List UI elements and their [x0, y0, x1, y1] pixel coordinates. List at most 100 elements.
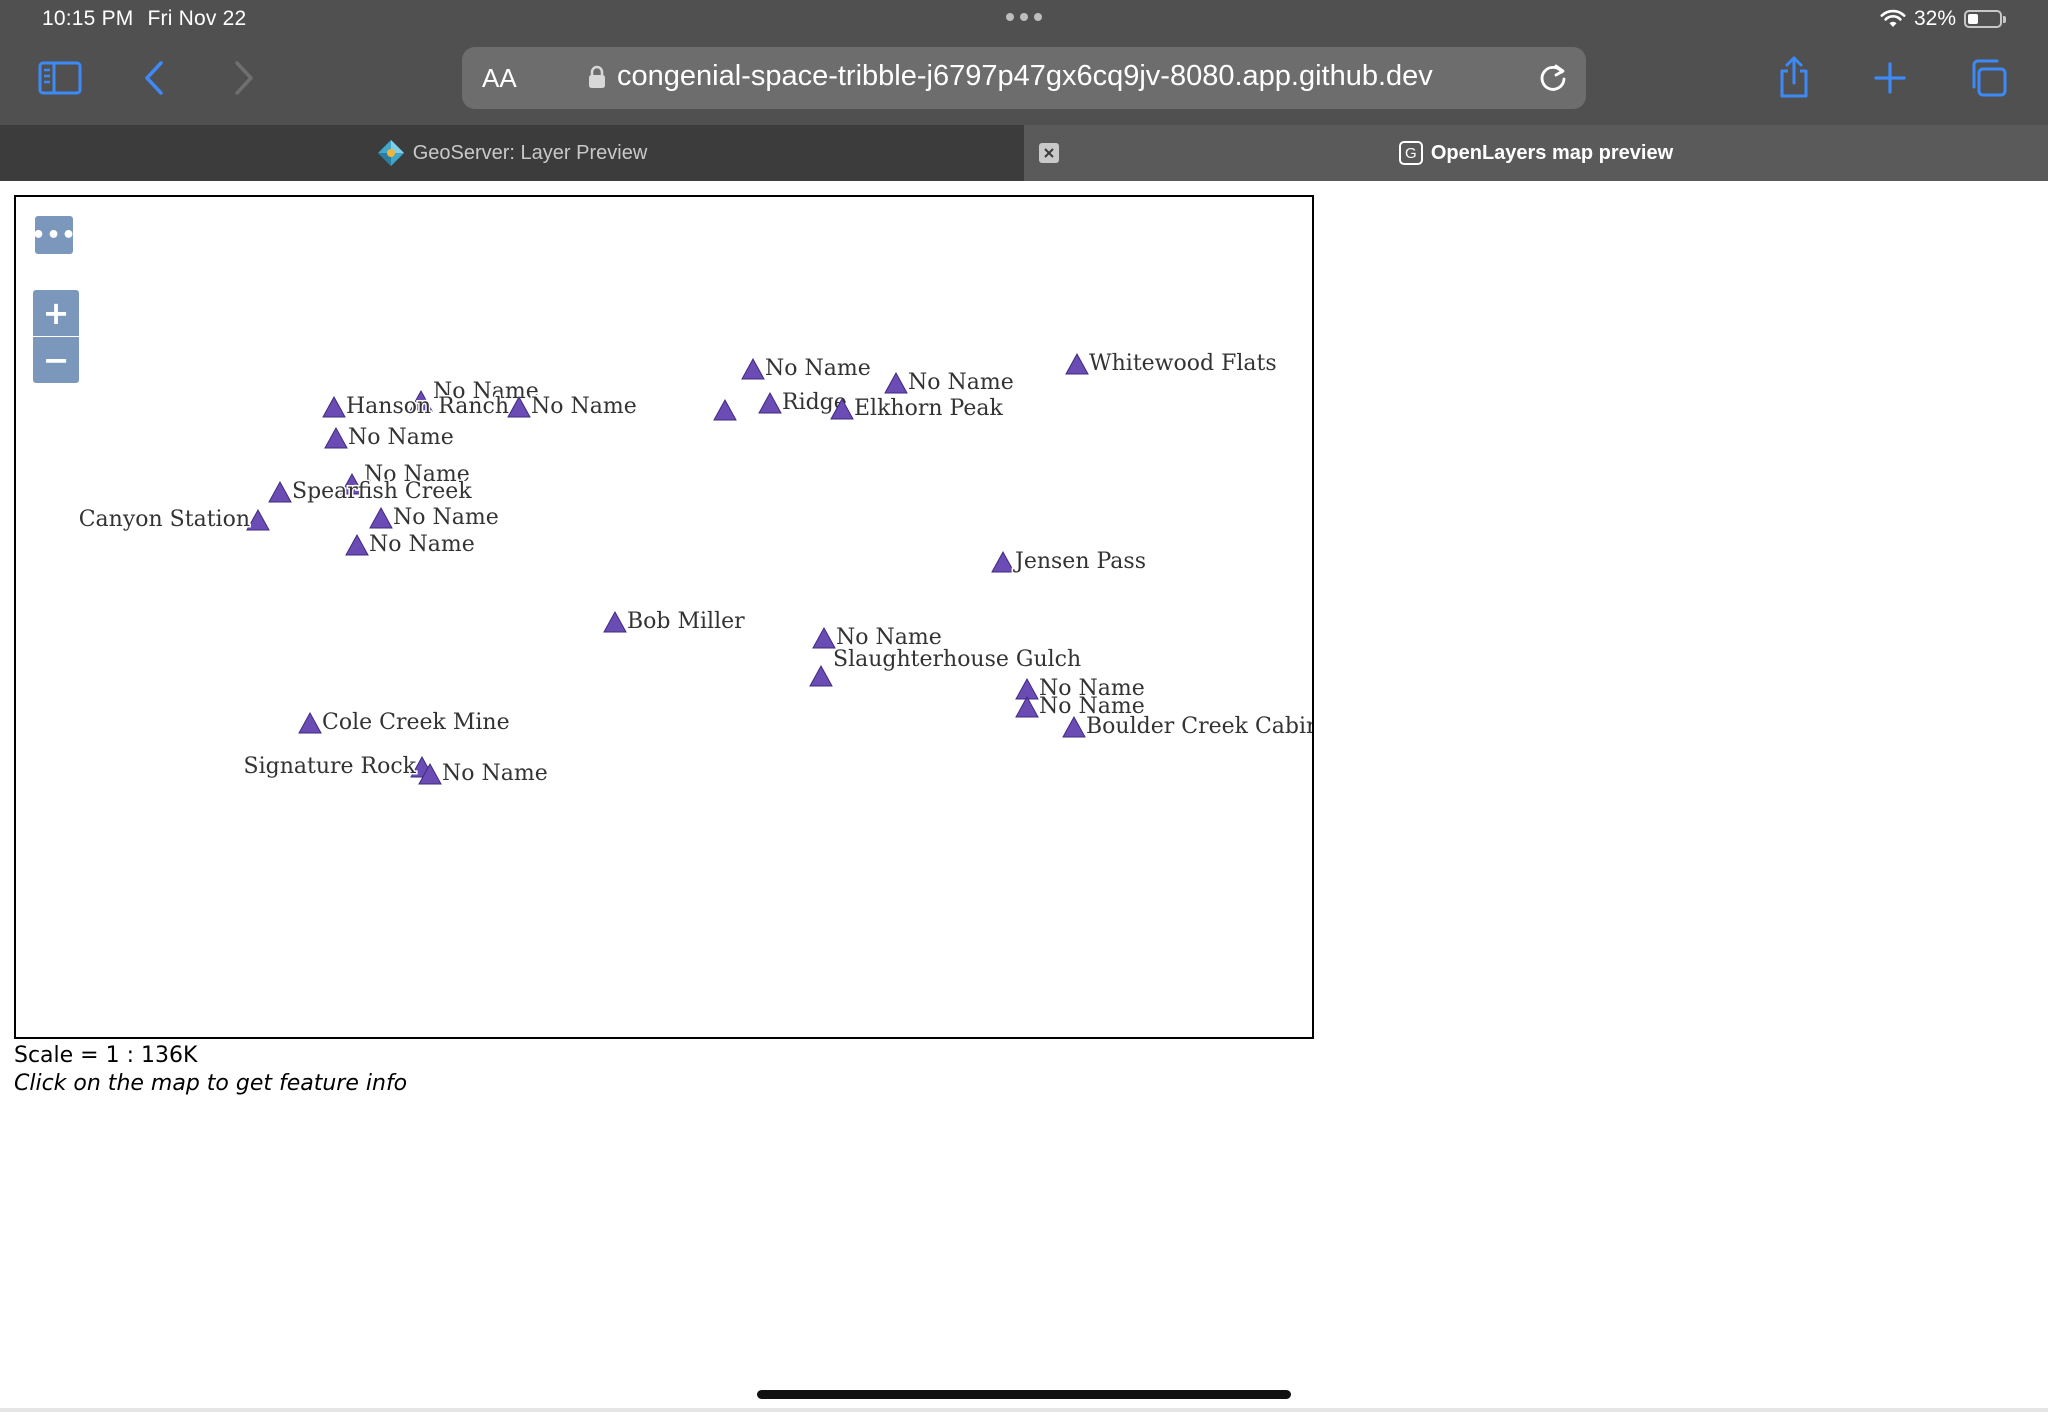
g-favicon-icon: G [1398, 141, 1423, 165]
triangle-marker-icon[interactable] [741, 357, 765, 380]
triangle-marker-icon[interactable] [758, 391, 782, 414]
map-options-button[interactable]: ••• [31, 216, 76, 254]
new-tab-plus-icon[interactable] [1872, 60, 1908, 96]
feature-label: No Name [369, 532, 475, 557]
map-feature[interactable]: No Name [345, 531, 476, 559]
triangle-marker-icon[interactable] [830, 397, 854, 420]
share-icon[interactable] [1776, 54, 1812, 100]
feature-label: No Name [836, 625, 942, 650]
map-feature[interactable]: No Name [324, 424, 455, 452]
feature-label: Jensen Pass [1013, 549, 1146, 574]
map-feature[interactable]: No Name [507, 393, 638, 421]
triangle-marker-icon[interactable] [345, 533, 369, 556]
lock-icon [589, 65, 605, 88]
map-feature[interactable]: No Name [340, 461, 471, 495]
map-viewport[interactable]: No Name Whitewood Flats No Name No Name Hans… [14, 195, 1314, 1039]
map-feature[interactable]: Ridge [758, 389, 848, 417]
map-feature[interactable]: Jensen Pass [991, 548, 1148, 576]
triangle-marker-icon[interactable] [324, 426, 348, 449]
triangle-marker-icon[interactable] [1065, 352, 1089, 375]
feature-label: Bob Miller [627, 609, 745, 634]
triangle-marker-icon[interactable] [369, 506, 393, 529]
battery-level [1968, 14, 1978, 24]
status-indicators: 32% [1880, 6, 2006, 32]
map-feature[interactable]: No Name [812, 624, 943, 652]
map-feature[interactable]: Boulder Creek Cabin [1062, 713, 1312, 741]
feature-label: No Name [1039, 694, 1145, 719]
map-feature[interactable]: Slaughterhouse Gulch [809, 646, 1083, 687]
map-feature[interactable]: No Name [1015, 693, 1146, 721]
home-indicator[interactable] [757, 1390, 1291, 1399]
map-feature[interactable]: No Name [369, 504, 500, 532]
feature-label: No Name [393, 505, 499, 530]
geoserver-favicon-icon [377, 140, 404, 166]
feature-label: Hanson Ranch [346, 394, 509, 419]
back-chevron-icon[interactable] [140, 58, 168, 98]
triangle-marker-icon[interactable] [713, 398, 737, 421]
tab-openlayers-map-preview[interactable]: G OpenLayers map preview [1024, 125, 2048, 181]
triangle-marker-icon[interactable] [268, 480, 292, 503]
feature-label: No Name [442, 761, 548, 786]
screen-bottom-edge [0, 1408, 2048, 1412]
triangle-marker-icon[interactable] [298, 711, 322, 734]
tab-geoserver-layer-preview[interactable]: GeoServer: Layer Preview [0, 125, 1024, 181]
tab-bar: GeoServer: Layer Preview G OpenLayers ma… [0, 125, 2048, 181]
map-feature[interactable]: Cole Creek Mine [298, 709, 511, 737]
browser-toolbar: 10:15 PM Fri Nov 22 32% AA [0, 0, 2048, 125]
battery-percent: 32% [1913, 7, 1956, 30]
triangle-marker-icon[interactable] [246, 508, 270, 531]
feature-label: Elkhorn Peak [854, 396, 1003, 421]
triangle-marker-icon[interactable] [1015, 695, 1039, 718]
map-feature[interactable]: No Name [884, 369, 1015, 397]
feature-label: Boulder Creek Cabin [1086, 714, 1312, 739]
wifi-icon [1880, 9, 1906, 27]
address-bar[interactable]: AA congenial-space-tribble-j6797p47gx6cq… [462, 47, 1586, 109]
status-date: Fri Nov 22 [147, 7, 247, 30]
sidebar-toggle-icon[interactable] [38, 60, 82, 96]
map-feature[interactable]: Bob Miller [603, 608, 747, 636]
text-size-button[interactable]: AA [482, 63, 517, 93]
map-feature[interactable]: No Name [741, 355, 872, 383]
multitasking-dots-icon[interactable] [1004, 10, 1044, 24]
map-feature[interactable]: No Name [418, 760, 549, 788]
feature-label: No Name [908, 370, 1014, 395]
url-text[interactable]: congenial-space-tribble-j6797p47gx6cq9jv… [617, 60, 1433, 92]
triangle-marker-icon[interactable] [884, 371, 908, 394]
feature-label: No Name [531, 394, 637, 419]
map-feature[interactable]: Hanson Ranch [322, 393, 511, 421]
feature-label: Slaughterhouse Gulch [833, 647, 1081, 672]
triangle-marker-icon[interactable] [322, 395, 346, 418]
triangle-marker-icon[interactable] [507, 395, 531, 418]
triangle-marker-icon[interactable] [991, 550, 1015, 573]
map-feature[interactable]: Signature Rock [242, 753, 434, 781]
feature-label: No Name [1039, 676, 1145, 701]
map-feature[interactable]: Canyon Station [77, 506, 270, 534]
map-feature[interactable]: Spearfish Creek [268, 478, 474, 506]
tab-title: GeoServer: Layer Preview [412, 141, 648, 164]
map-feature[interactable]: No Name [1015, 675, 1146, 703]
triangle-marker-icon[interactable] [812, 626, 836, 649]
feature-label: No Name [765, 356, 871, 381]
forward-chevron-icon[interactable] [230, 58, 258, 98]
feature-label: Canyon Station [79, 507, 250, 532]
map-feature[interactable]: Whitewood Flats [1065, 350, 1278, 378]
tab-overview-icon[interactable] [1968, 58, 2008, 98]
triangle-marker-icon[interactable] [340, 472, 364, 495]
triangle-marker-icon[interactable] [418, 762, 442, 785]
map-feature[interactable] [713, 398, 737, 421]
triangle-marker-icon[interactable] [1062, 715, 1086, 738]
feature-label: Spearfish Creek [292, 479, 472, 504]
zoom-in-button[interactable]: + [33, 290, 79, 336]
feature-label: Signature Rock [244, 754, 417, 779]
triangle-marker-icon[interactable] [603, 610, 627, 633]
reload-icon[interactable] [1536, 60, 1570, 94]
triangle-marker-icon[interactable] [409, 389, 433, 412]
tab-close-icon[interactable] [1039, 143, 1059, 163]
battery-icon [1964, 10, 2006, 28]
zoom-out-button[interactable]: − [33, 337, 79, 383]
feature-label: Whitewood Flats [1089, 351, 1277, 376]
triangle-marker-icon[interactable] [809, 664, 833, 687]
feature-label: No Name [364, 462, 470, 487]
map-feature[interactable]: Elkhorn Peak [830, 395, 1005, 423]
